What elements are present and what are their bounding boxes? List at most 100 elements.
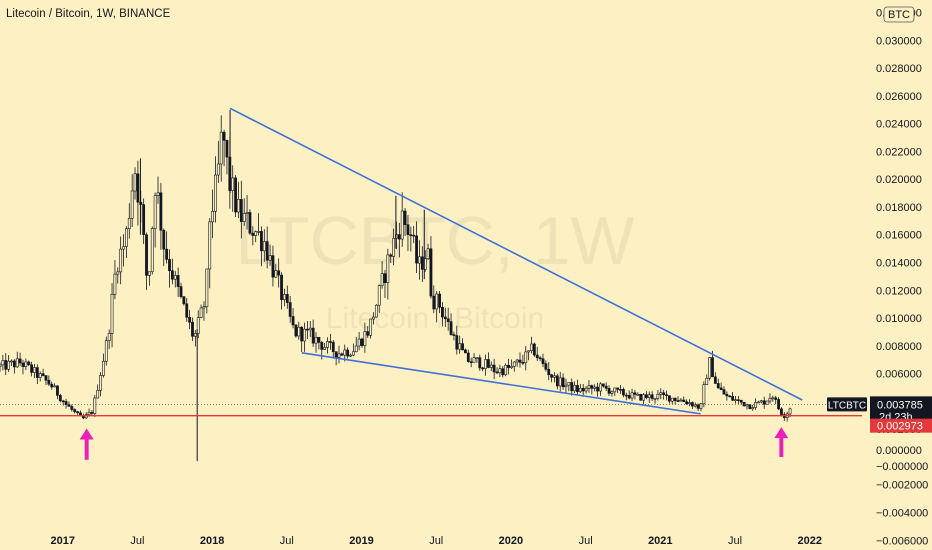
candle-body (590, 385, 594, 389)
candle-body (702, 384, 706, 405)
candle-body (711, 357, 714, 378)
candle-body (515, 359, 519, 363)
candle-body (504, 364, 508, 376)
candle-body (208, 221, 212, 270)
candle-body (237, 199, 240, 213)
candle-body (142, 204, 146, 236)
candle-body (176, 275, 180, 287)
candle-body (87, 412, 91, 415)
candle-body (389, 254, 393, 257)
candle-body (400, 210, 404, 240)
candle-body (745, 404, 749, 407)
candle-body (397, 234, 401, 240)
candle-body (242, 213, 246, 222)
candle-body (498, 368, 502, 373)
candle-body (461, 343, 464, 351)
candle-body (303, 328, 306, 342)
candle-body (12, 360, 16, 368)
candle-body (547, 368, 551, 375)
candle-body (283, 294, 286, 300)
candle-body (469, 361, 473, 363)
candle-body (731, 396, 735, 401)
candle-body (76, 411, 79, 414)
candle-body (530, 343, 533, 352)
candle-body (93, 397, 97, 414)
candle-body (573, 385, 576, 392)
candle-body (647, 394, 651, 398)
candle-body (130, 190, 134, 219)
candle-body (153, 195, 157, 229)
x-tick-label: Jul (429, 535, 443, 547)
candle-body (458, 343, 462, 350)
candle-body (354, 345, 358, 353)
candle-body (58, 395, 62, 402)
candle-body (535, 354, 539, 359)
candle-body (650, 394, 654, 399)
y-tick-label: 0.008000 (876, 341, 922, 353)
candle-body (716, 383, 720, 389)
candle-body (294, 324, 298, 337)
x-axis[interactable]: 2017 Jul 2018 Jul 2019 Jul 2020 Jul 2021 Jul 2022 (51, 535, 822, 547)
candle-body (501, 368, 505, 376)
candle-body (521, 362, 525, 364)
candle-body (682, 399, 686, 403)
y-axis[interactable]: 0.0320000.0300000.0280000.0260000.024000… (876, 8, 928, 548)
candle-body (484, 359, 487, 369)
currency-badge-frame (883, 6, 915, 23)
candle-body (122, 246, 125, 250)
candle-body (544, 363, 548, 370)
support-price-tag-bg (870, 418, 932, 433)
candle-body (150, 228, 154, 273)
y-tick-label: 0.016000 (876, 230, 922, 242)
candle-body (679, 399, 683, 402)
candle-body (1, 360, 5, 366)
candle-body (156, 192, 160, 196)
x-tick-label: 2017 (51, 535, 75, 547)
support-price-tag: 0.002973 (870, 418, 932, 433)
y-tick-label: −0.004000 (876, 508, 928, 520)
candle-body (676, 400, 680, 402)
y-tick-label: 0.028000 (876, 63, 922, 75)
candle-body (604, 385, 608, 389)
candle-body (725, 393, 729, 397)
candle-body (343, 349, 347, 356)
candle-body (619, 389, 622, 391)
candle-body (99, 375, 102, 391)
candle-body (584, 387, 588, 392)
support-price-value: 0.002973 (877, 421, 923, 433)
candle-body (759, 400, 763, 403)
candle-body (464, 349, 467, 354)
candle-body (633, 392, 637, 395)
up-arrow-icon (774, 427, 789, 457)
candle-body (452, 334, 456, 336)
candle-body (24, 361, 28, 367)
candle-body (412, 234, 416, 237)
candle-body (297, 326, 301, 337)
symbol-tag-bg (827, 397, 867, 412)
x-tick-label: Jul (579, 535, 593, 547)
currency-badge[interactable]: BTC (883, 6, 915, 23)
candle-body (70, 406, 74, 410)
candle-body (662, 392, 666, 396)
y-tick-label: 0.014000 (876, 258, 922, 270)
candle-body (728, 395, 732, 398)
candle-body (642, 394, 645, 401)
candle-body (627, 395, 631, 399)
candle-body (492, 364, 496, 373)
candle-body (50, 383, 54, 388)
candle-body (277, 270, 281, 276)
candle-body (613, 387, 617, 393)
candle-body (274, 270, 278, 278)
chart-title: Litecoin / Bitcoin, 1W, BINANCE (6, 8, 171, 20)
candle-body (406, 224, 410, 235)
candle-body (507, 364, 510, 369)
candle-body (300, 326, 304, 342)
candle-body (268, 255, 272, 261)
candle-body (713, 376, 717, 384)
candle-body (599, 383, 602, 392)
candle-body (10, 360, 13, 363)
candle-body (581, 387, 585, 392)
candle-body (722, 389, 726, 395)
